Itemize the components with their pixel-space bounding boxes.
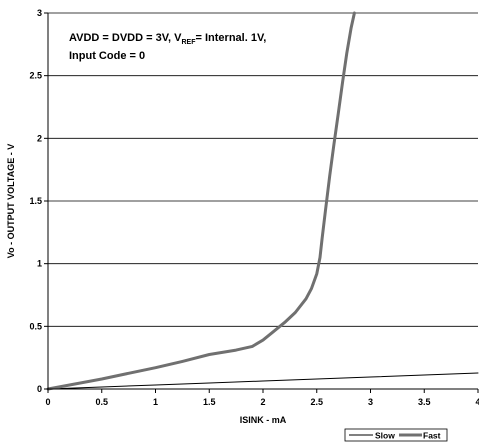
x-tick-label: 3 xyxy=(368,397,373,407)
y-tick-label: 2 xyxy=(37,133,42,143)
y-axis-title: Vo - OUTPUT VOLTAGE - V xyxy=(6,144,16,259)
x-tick-label: 4 xyxy=(475,397,479,407)
annotation-line-2: Input Code = 0 xyxy=(69,50,145,62)
annotation-line-1-sub: REF xyxy=(182,39,197,46)
legend-label-fast: Fast xyxy=(423,431,441,441)
series-line-slow xyxy=(47,372,479,390)
y-tick-labels: 0 0.5 1 1.5 2 2.5 3 xyxy=(29,8,48,394)
x-tick-label: 1.5 xyxy=(203,397,216,407)
y-tick-label: 1.5 xyxy=(29,196,42,206)
x-tick-label: 1 xyxy=(153,397,158,407)
legend-label-slow: Slow xyxy=(375,431,395,441)
series-line-fast xyxy=(46,11,356,391)
y-tick-label: 1 xyxy=(37,259,42,269)
annotation-line-1: AVDD = DVDD = 3V, VREF= Internal. 1V, xyxy=(69,32,266,46)
legend: Slow Fast xyxy=(344,428,448,442)
x-tick-labels: 0 0.5 1 1.5 2 2.5 3 3.5 4 xyxy=(45,389,479,407)
series-layer xyxy=(46,11,479,391)
y-tick-label: 3 xyxy=(37,8,42,18)
y-tick-label: 2.5 xyxy=(29,71,42,81)
y-tick-label: 0.5 xyxy=(29,321,42,331)
x-tick-label: 3.5 xyxy=(418,397,431,407)
x-tick-label: 2.5 xyxy=(310,397,323,407)
x-axis-title: ISINK - mA xyxy=(240,415,287,425)
x-tick-label: 0 xyxy=(45,397,50,407)
x-tick-label: 0.5 xyxy=(95,397,108,407)
x-tick-label: 2 xyxy=(260,397,265,407)
annotation-line-1-post: = Internal. 1V, xyxy=(196,32,267,44)
y-tick-label: 0 xyxy=(37,384,42,394)
gridlines xyxy=(48,12,478,327)
legend-box xyxy=(344,428,448,442)
annotation-line-1-pre: AVDD = DVDD = 3V, V xyxy=(69,32,182,44)
